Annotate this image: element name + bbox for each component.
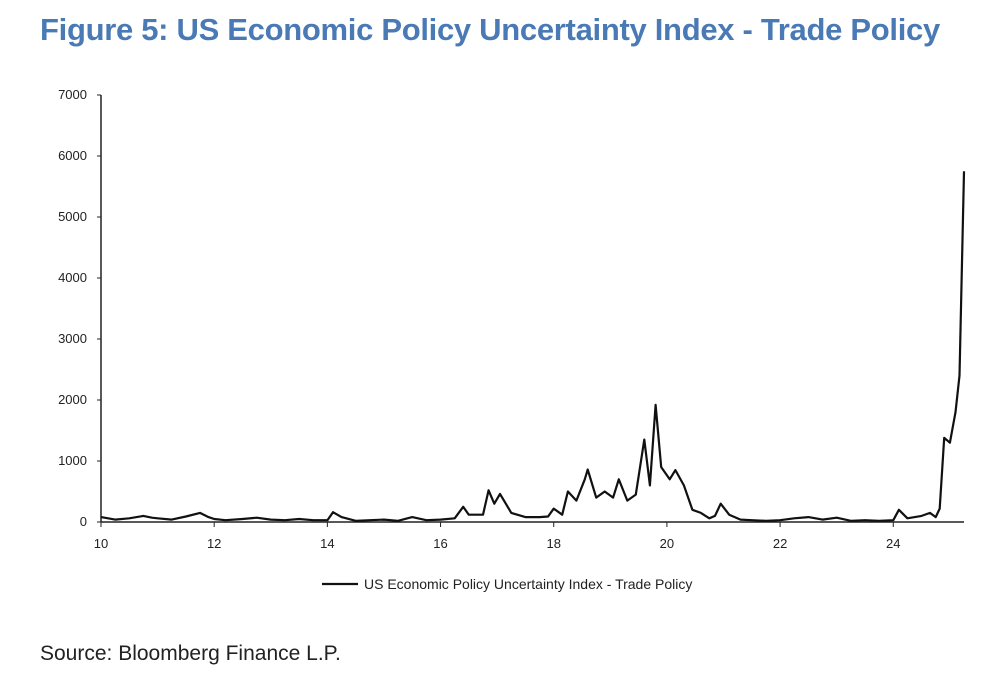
x-tick-label: 14 (320, 536, 334, 551)
x-tick-label: 18 (546, 536, 560, 551)
y-tick-label: 3000 (58, 331, 87, 346)
series-line (100, 171, 966, 522)
source-note: Source: Bloomberg Finance L.P. (40, 642, 341, 665)
y-tick-label: 7000 (58, 87, 87, 102)
x-tick-label: 10 (94, 536, 108, 551)
x-axis: 10 12 14 16 18 20 22 24 (94, 521, 964, 551)
series-layer (100, 171, 966, 522)
y-tick-label: 2000 (58, 392, 87, 407)
y-tick-label: 1000 (58, 453, 87, 468)
x-tick-label: 20 (660, 536, 674, 551)
y-axis: 0 1000 2000 3000 4000 5000 6000 7000 (58, 87, 102, 529)
y-tick-label: 6000 (58, 148, 87, 163)
legend-label: US Economic Policy Uncertainty Index - T… (364, 576, 692, 592)
x-tick-label: 24 (886, 536, 900, 551)
y-tick-label: 5000 (58, 209, 87, 224)
figure-title: Figure 5: US Economic Policy Uncertainty… (40, 12, 940, 47)
legend: US Economic Policy Uncertainty Index - T… (322, 576, 692, 592)
x-tick-label: 16 (433, 536, 447, 551)
y-tick-label: 0 (80, 514, 87, 529)
y-tick-label: 4000 (58, 270, 87, 285)
x-tick-label: 22 (773, 536, 787, 551)
x-tick-label: 12 (207, 536, 221, 551)
